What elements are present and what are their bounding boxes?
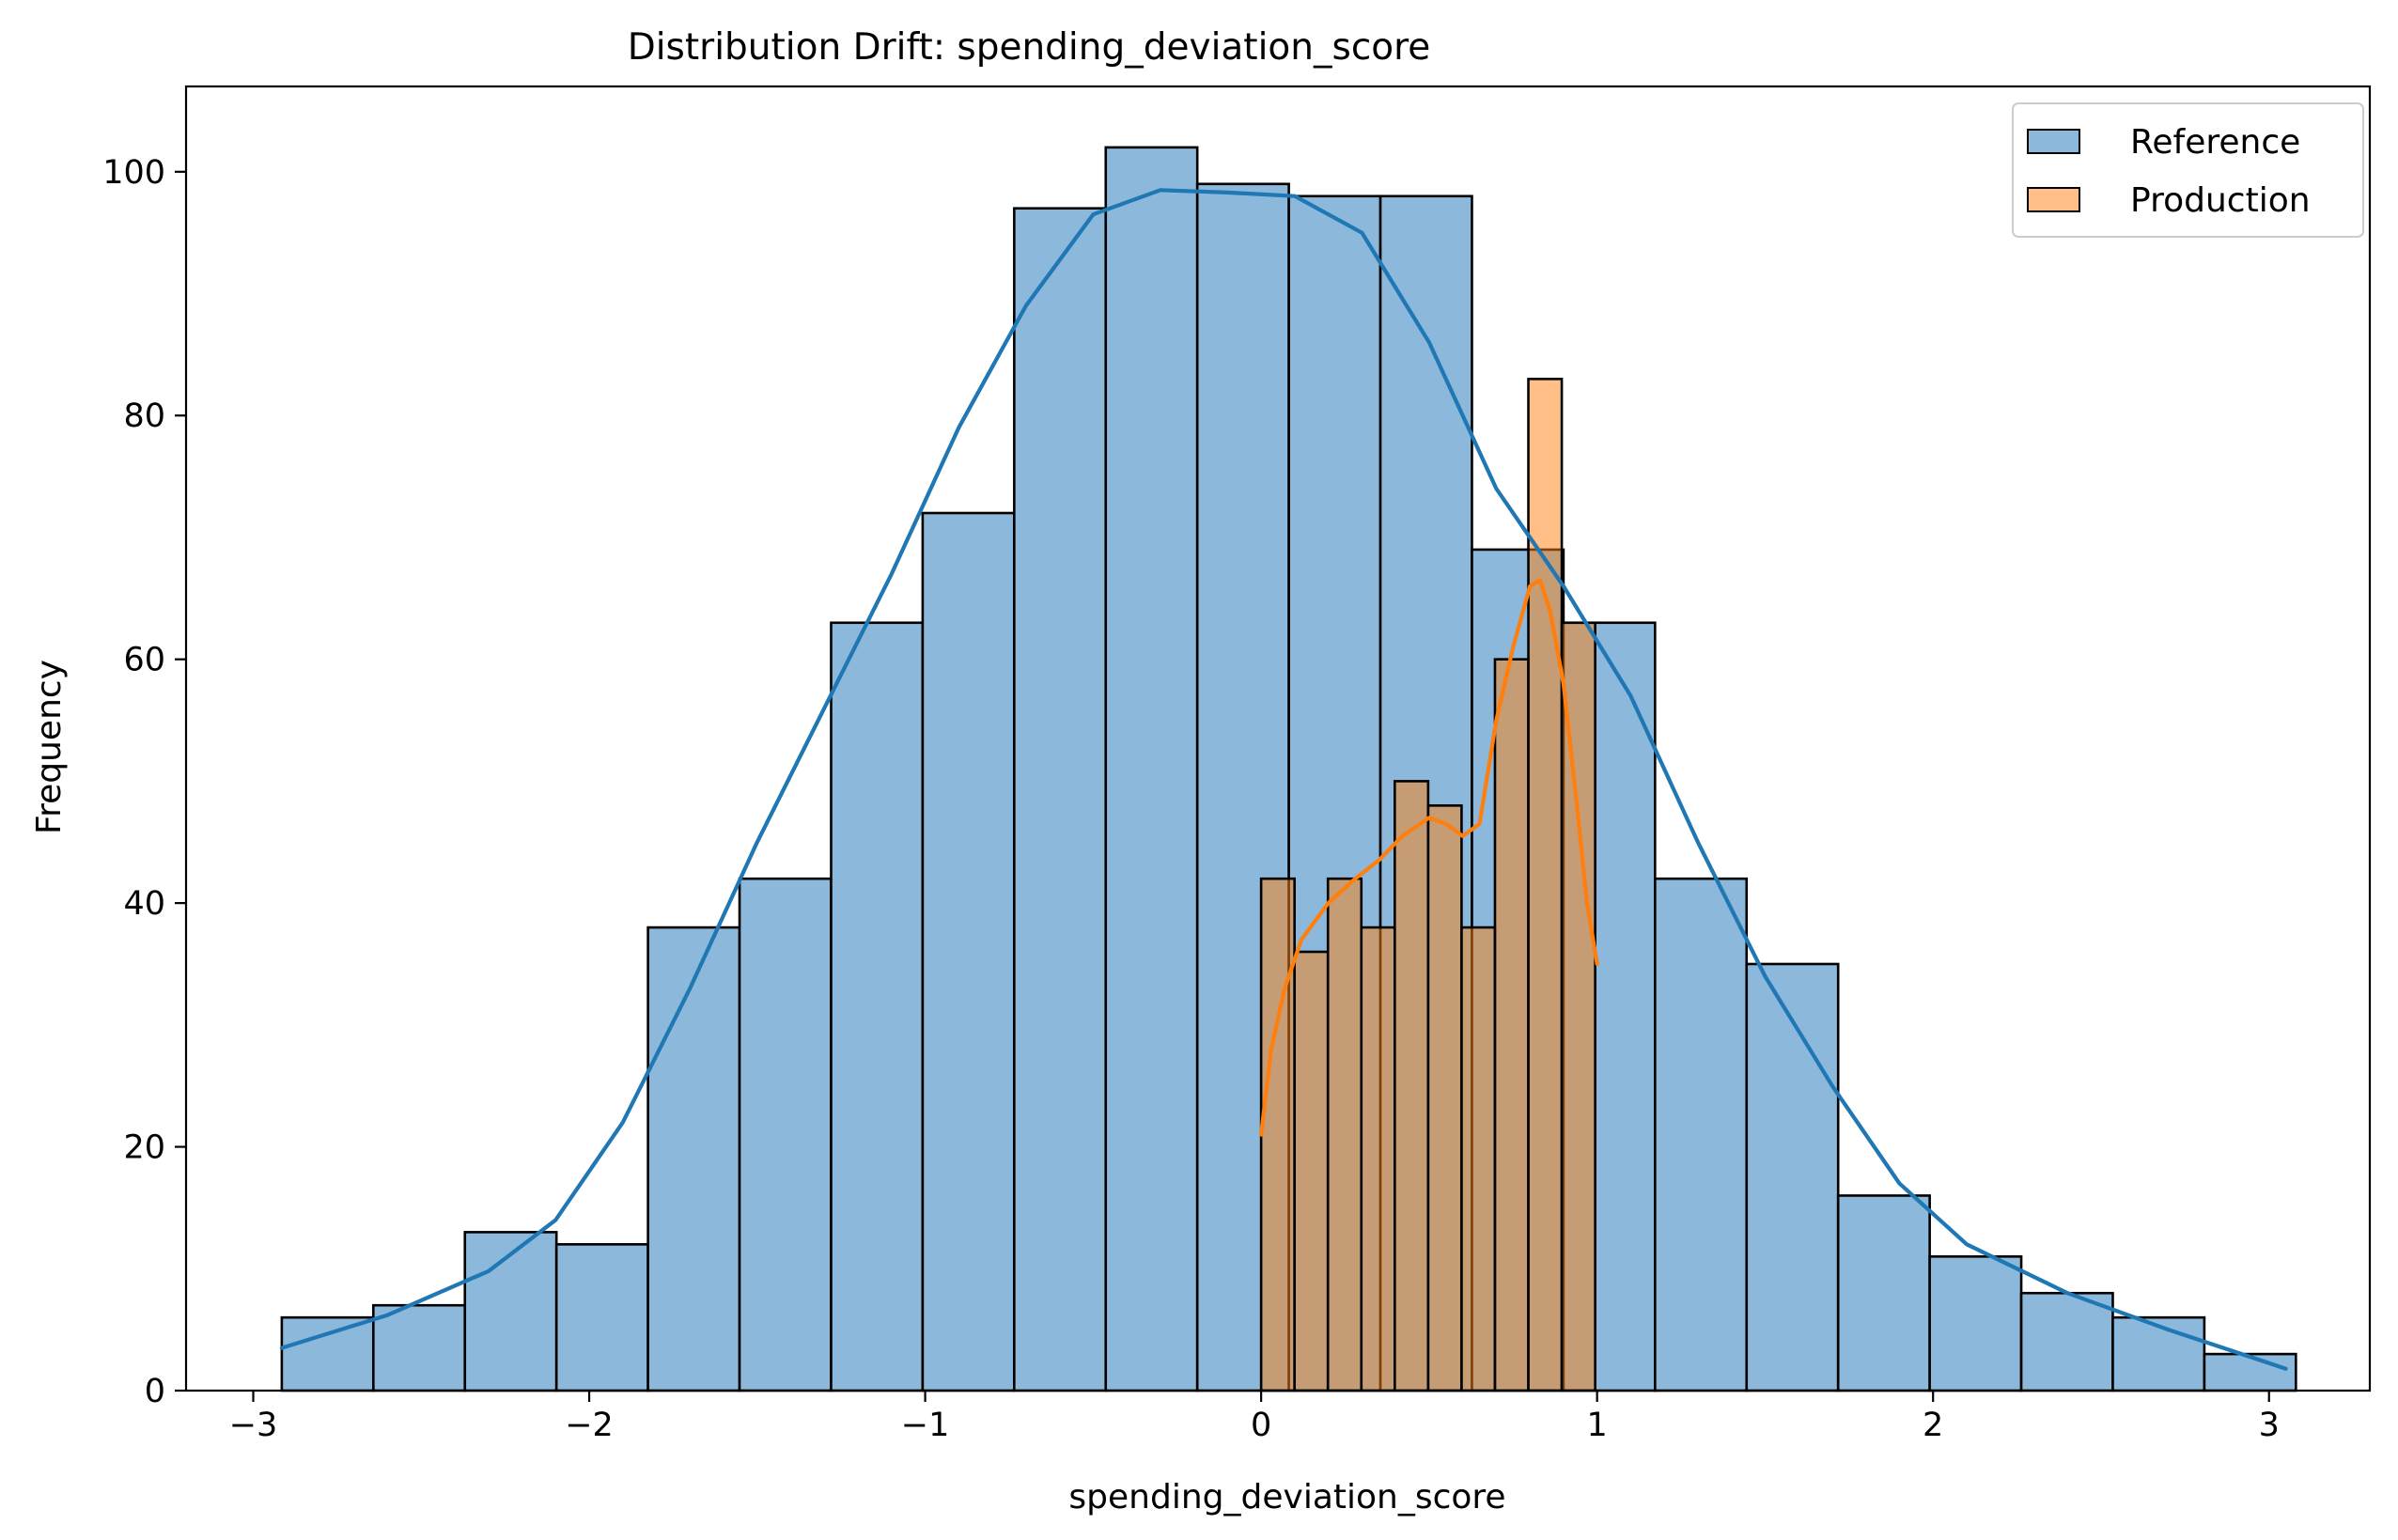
bar-reference-6 [830, 621, 925, 1392]
bar-production-4 [1394, 780, 1430, 1392]
y-tick-label: 100 [102, 154, 165, 192]
bar-production-9 [1560, 621, 1596, 1392]
bar-production-0 [1259, 877, 1296, 1392]
bar-reference-8 [1013, 207, 1108, 1392]
bar-reference-17 [1836, 1194, 1931, 1392]
legend-label-reference: Reference [2130, 123, 2300, 162]
bar-reference-20 [2111, 1315, 2206, 1392]
x-tick-label: −2 [565, 1407, 614, 1444]
bar-reference-0 [280, 1315, 375, 1392]
x-tick-label: −3 [229, 1407, 278, 1444]
x-tick-label: 0 [1251, 1407, 1271, 1444]
y-tick-label: 60 [123, 642, 165, 679]
legend-label-production: Production [2130, 181, 2311, 220]
plot-area [279, 146, 2297, 1392]
legend-swatch-reference [2027, 129, 2080, 154]
y-tick-label: 0 [145, 1373, 165, 1410]
bar-reference-4 [646, 926, 741, 1392]
kde-line-reference [279, 188, 2288, 1371]
y-tick-label: 80 [123, 397, 165, 435]
legend: Reference Production [2012, 102, 2364, 238]
axes: −3 −2 −1 0 1 2 3 0 20 40 60 80 100 [102, 85, 2372, 1444]
x-tick-label: 3 [2259, 1407, 2280, 1444]
x-tick-label: 1 [1587, 1407, 1608, 1444]
y-tick-label: 40 [123, 885, 165, 923]
bar-reference-15 [1654, 877, 1749, 1392]
bar-reference-16 [1745, 962, 1840, 1392]
kde-line-production [1258, 578, 1599, 1137]
bar-production-6 [1460, 926, 1497, 1392]
bar-reference-2 [463, 1231, 558, 1392]
y-axis-label: Frequency [30, 660, 69, 834]
x-axis-label: spending_deviation_score [1068, 1478, 1505, 1517]
bar-reference-9 [1104, 146, 1199, 1392]
bar-production-3 [1360, 926, 1396, 1392]
legend-frame [2012, 102, 2364, 238]
bar-reference-18 [1928, 1255, 2023, 1392]
bar-reference-3 [554, 1243, 649, 1392]
bar-reference-21 [2203, 1352, 2297, 1392]
bar-production-5 [1426, 804, 1463, 1392]
bar-reference-5 [738, 877, 833, 1392]
bar-production-2 [1326, 877, 1363, 1392]
bar-reference-19 [2019, 1291, 2114, 1392]
bar-reference-1 [372, 1303, 467, 1392]
axes-frame [184, 85, 2372, 1392]
bar-production-1 [1293, 950, 1330, 1392]
bar-reference-7 [921, 511, 1016, 1392]
legend-swatch-production [2027, 187, 2080, 212]
y-tick-label: 20 [123, 1129, 165, 1167]
x-tick-label: 2 [1923, 1407, 1943, 1444]
bar-production-8 [1527, 378, 1564, 1392]
bar-production-7 [1493, 658, 1530, 1392]
x-tick-label: −1 [901, 1407, 950, 1444]
chart-title: Distribution Drift: spending_deviation_s… [628, 26, 1431, 69]
